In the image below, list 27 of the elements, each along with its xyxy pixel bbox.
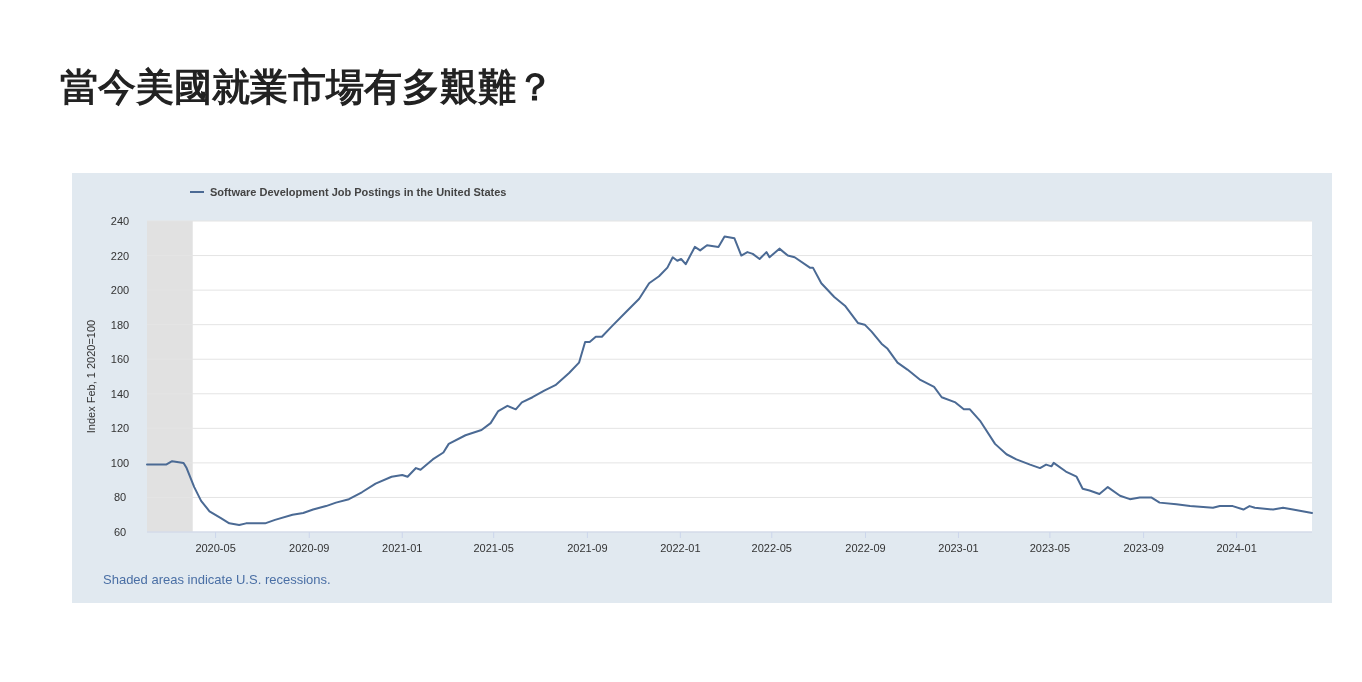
- x-tick-label: 2024-01: [1216, 542, 1257, 554]
- line-series: [146, 235, 1313, 527]
- y-tick-label: 80: [113, 491, 127, 504]
- text: Shaded areas indicate U.S. recessions.: [103, 572, 331, 587]
- y-tick-label: 180: [110, 318, 130, 331]
- y-tick-label: 120: [110, 422, 130, 435]
- x-tick-label: 2022-01: [660, 542, 701, 554]
- x-tick-label: 2023-05: [1029, 542, 1071, 554]
- y-tick-label: 200: [110, 284, 130, 297]
- x-tick-label: 2022-05: [751, 542, 792, 554]
- x-tick-label: 2023-01: [938, 542, 979, 554]
- y-tick-label: 100: [110, 456, 130, 469]
- chart-title: 當今美國就業市場有多艱難？: [60, 66, 554, 108]
- y-tick-label: 220: [110, 249, 130, 262]
- x-tick-label: 2021-01: [382, 542, 423, 554]
- y-tick-label: 140: [110, 387, 130, 400]
- y-tick-label: 60: [113, 526, 127, 538]
- x-tick-label: 2020-05: [195, 542, 236, 554]
- x-tick-label: 2021-05: [473, 542, 514, 554]
- x-tick-label: 2020-09: [289, 542, 330, 554]
- legend-label: Software Development Job Postings in the United States: [210, 186, 507, 198]
- y-tick-label: 160: [110, 353, 130, 366]
- y-tick-label: 240: [110, 215, 130, 227]
- x-tick-label: 2021-09: [567, 542, 608, 554]
- x-tick-label: 2022-09: [845, 542, 886, 554]
- x-tick-label: 2023-09: [1123, 542, 1164, 554]
- y-axis-title: Index Feb, 1 2020=100: [85, 319, 97, 434]
